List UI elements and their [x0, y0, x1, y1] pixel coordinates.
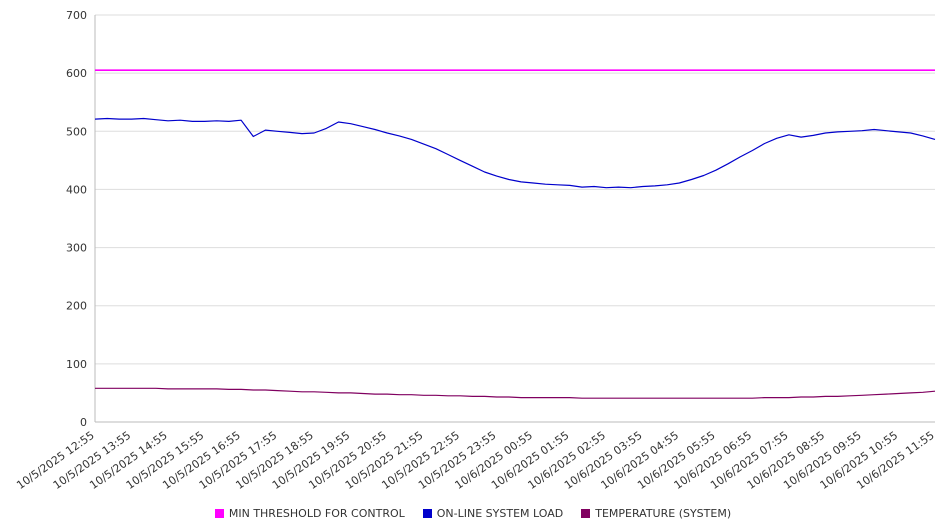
y-axis-tick-label: 500: [66, 125, 87, 138]
y-axis-tick-label: 400: [66, 183, 87, 196]
series-line: [95, 387, 936, 399]
legend-item: MIN THRESHOLD FOR CONTROL: [214, 507, 405, 520]
legend-label: ON-LINE SYSTEM LOAD: [436, 507, 564, 520]
y-axis-tick-label: 200: [66, 300, 87, 313]
legend-item: ON-LINE SYSTEM LOAD: [422, 507, 564, 520]
y-axis-tick-label: 0: [80, 416, 87, 429]
series-line: [94, 117, 936, 189]
y-axis-tick-label: 100: [66, 358, 87, 371]
legend-item: TEMPERATURE (SYSTEM): [581, 507, 731, 520]
chart-legend: MIN THRESHOLD FOR CONTROL ON-LINE SYSTEM …: [0, 507, 946, 520]
legend-swatch: [214, 509, 224, 518]
legend-label: TEMPERATURE (SYSTEM): [595, 507, 732, 520]
legend-label: MIN THRESHOLD FOR CONTROL: [228, 507, 405, 520]
legend-swatch: [581, 509, 591, 518]
y-axis-tick-label: 300: [66, 242, 87, 255]
y-axis-tick-label: 600: [66, 67, 87, 80]
legend-swatch: [422, 509, 432, 518]
y-axis-tick-label: 700: [66, 9, 87, 22]
